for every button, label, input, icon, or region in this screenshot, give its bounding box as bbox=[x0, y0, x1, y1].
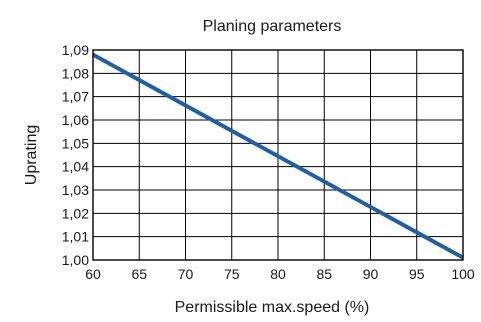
y-tick-label: 1,02 bbox=[62, 205, 89, 221]
plot-frame bbox=[92, 49, 464, 261]
x-tick-label: 60 bbox=[85, 266, 101, 282]
y-tick-label: 1,09 bbox=[62, 42, 89, 58]
x-tick-label: 100 bbox=[451, 266, 475, 282]
y-tick-label: 1,00 bbox=[62, 252, 89, 268]
x-tick-label: 85 bbox=[316, 266, 332, 282]
plot-grid bbox=[92, 49, 464, 261]
x-tick-label: 75 bbox=[224, 266, 240, 282]
series-line bbox=[92, 52, 464, 260]
series-layer bbox=[92, 52, 464, 260]
y-tick-label: 1,01 bbox=[62, 229, 89, 245]
x-axis-label: Permissible max.speed (%) bbox=[175, 299, 370, 316]
y-tick-label: 1,08 bbox=[62, 65, 89, 81]
x-tick-label: 65 bbox=[131, 266, 147, 282]
y-tick-label: 1,03 bbox=[62, 182, 89, 198]
x-tick-label: 70 bbox=[178, 266, 194, 282]
y-tick-label: 1,05 bbox=[62, 135, 89, 151]
chart-title: Planing parameters bbox=[203, 18, 342, 35]
y-tick-label: 1,04 bbox=[62, 159, 89, 175]
y-tick-label: 1,06 bbox=[62, 112, 89, 128]
y-tick-label: 1,07 bbox=[62, 89, 89, 105]
y-axis-ticks: 1,00 1,01 1,02 1,03 1,04 1,05 1,06 1,07 1,08 1,09 bbox=[62, 42, 89, 268]
x-tick-label: 80 bbox=[270, 266, 286, 282]
y-axis-label: Uprating bbox=[23, 125, 40, 185]
x-tick-label: 95 bbox=[409, 266, 425, 282]
x-axis-ticks: 60 65 70 75 80 85 90 95 100 bbox=[85, 266, 475, 282]
x-tick-label: 90 bbox=[363, 266, 379, 282]
